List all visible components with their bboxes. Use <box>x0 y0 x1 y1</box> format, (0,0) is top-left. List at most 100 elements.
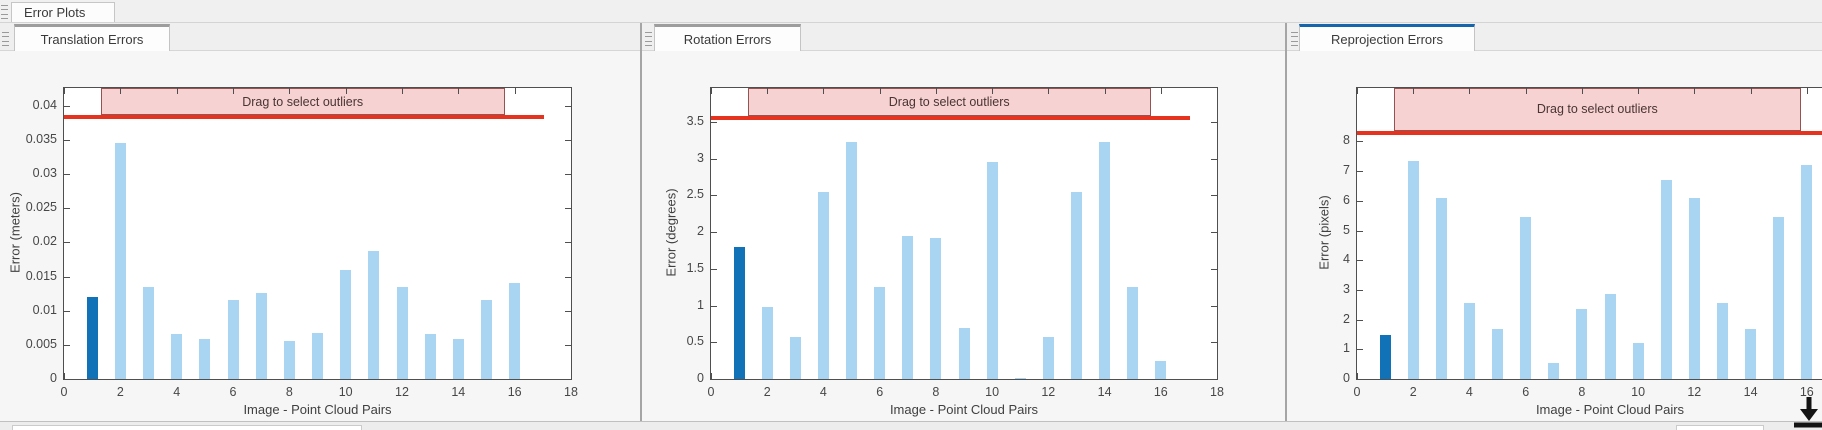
tab-reprojection-errors-label: Reprojection Errors <box>1331 31 1443 47</box>
error-bar[interactable] <box>1042 337 1054 379</box>
top-strip-border <box>0 22 1822 23</box>
error-bar[interactable] <box>902 235 914 379</box>
y-tick <box>1357 230 1363 232</box>
error-bar[interactable] <box>1716 303 1728 379</box>
x-tick <box>176 88 178 94</box>
error-bar[interactable] <box>1463 303 1475 379</box>
y-axis-title: Error (meters) <box>7 191 23 273</box>
error-bar[interactable] <box>1548 362 1560 379</box>
x-tick-label: 0 <box>707 385 715 399</box>
y-tick <box>565 344 571 346</box>
error-bar[interactable] <box>1379 334 1391 379</box>
x-tick <box>1581 88 1583 94</box>
error-bar[interactable] <box>1801 165 1813 379</box>
tab-translation-errors[interactable]: Translation Errors <box>14 24 170 51</box>
y-tick-label: 0.005 <box>25 336 57 351</box>
error-bar[interactable] <box>368 250 380 379</box>
panel-divider[interactable] <box>640 23 642 421</box>
tab-error-plots-label: Error Plots <box>24 5 86 20</box>
error-bar[interactable] <box>789 337 801 379</box>
y-tick <box>711 195 717 197</box>
error-bar[interactable] <box>930 237 942 379</box>
outlier-drag-band[interactable]: Drag to select outliers <box>100 88 505 116</box>
error-bar[interactable] <box>312 332 323 379</box>
error-bar[interactable] <box>1520 217 1532 379</box>
error-bar[interactable] <box>199 339 211 379</box>
x-tick-label: 10 <box>1631 385 1646 399</box>
x-tick-label: 8 <box>285 385 293 399</box>
grip-icon[interactable] <box>2 32 9 46</box>
error-bar[interactable] <box>1604 294 1616 379</box>
error-bar[interactable] <box>452 339 464 379</box>
error-bar[interactable] <box>1407 160 1419 379</box>
y-tick-label: 0.025 <box>25 200 57 215</box>
outlier-threshold-line <box>1357 130 1822 135</box>
x-tick-label: 16 <box>507 385 522 399</box>
error-bar[interactable] <box>1435 197 1447 379</box>
y-tick <box>565 379 571 380</box>
error-bar[interactable] <box>86 297 98 379</box>
error-bar[interactable] <box>1070 191 1082 379</box>
error-bar[interactable] <box>1155 360 1167 379</box>
error-bar[interactable] <box>1127 287 1139 379</box>
y-tick-label: 6 <box>1343 192 1350 207</box>
tab-rotation-errors-label: Rotation Errors <box>683 31 772 47</box>
y-tick <box>565 174 571 176</box>
chart-axes: Drag to select outliers 0 2 4 6 8 10 12 14 16 18 0 0… <box>8 87 578 417</box>
tab-reprojection-errors[interactable]: Reprojection Errors <box>1299 24 1475 51</box>
x-tick <box>1048 88 1050 94</box>
error-bar[interactable] <box>1576 309 1588 379</box>
dock-down-arrow-icon[interactable] <box>1789 395 1822 429</box>
error-bar[interactable] <box>114 143 126 379</box>
error-bar[interactable] <box>143 286 154 379</box>
x-tick <box>571 88 572 94</box>
outlier-drag-band[interactable]: Drag to select outliers <box>747 88 1151 117</box>
y-tick <box>711 305 717 307</box>
x-tick-label: 4 <box>173 385 181 399</box>
error-bar[interactable] <box>283 341 295 379</box>
y-tick <box>1211 158 1217 160</box>
error-bar[interactable] <box>874 287 886 379</box>
error-bar[interactable] <box>171 333 183 379</box>
error-bar[interactable] <box>761 307 773 379</box>
error-bar[interactable] <box>509 283 521 379</box>
x-tick-label: 2 <box>116 385 124 399</box>
outlier-drag-band[interactable]: Drag to select outliers <box>1393 88 1802 131</box>
x-tick-label: 4 <box>1465 385 1473 399</box>
error-bar[interactable] <box>1014 377 1026 379</box>
error-bar[interactable] <box>1099 142 1111 379</box>
y-tick-label: 0.04 <box>32 97 57 112</box>
error-bar[interactable] <box>1492 328 1504 379</box>
y-tick <box>1357 379 1363 380</box>
error-bar[interactable] <box>1745 328 1757 379</box>
grip-icon[interactable] <box>1291 32 1298 46</box>
x-tick <box>1357 373 1358 379</box>
error-bar[interactable] <box>227 299 239 379</box>
x-tick-label: 14 <box>1743 385 1758 399</box>
error-bar[interactable] <box>846 142 858 379</box>
x-tick-label: 2 <box>763 385 771 399</box>
y-tick-label: 1 <box>697 297 704 312</box>
error-bar[interactable] <box>255 292 267 379</box>
error-bar[interactable] <box>817 191 829 379</box>
panel-divider[interactable] <box>1285 23 1287 421</box>
error-bar[interactable] <box>958 327 970 379</box>
error-bar[interactable] <box>1632 343 1644 379</box>
tab-rotation-errors[interactable]: Rotation Errors <box>654 24 801 51</box>
y-tick <box>64 242 70 244</box>
x-tick <box>1357 88 1358 94</box>
grip-icon[interactable] <box>645 32 652 46</box>
error-bar[interactable] <box>1688 197 1700 379</box>
x-tick-label: 12 <box>1041 385 1056 399</box>
error-bar[interactable] <box>1773 217 1785 379</box>
tab-error-plots[interactable]: Error Plots <box>11 2 115 23</box>
error-bar[interactable] <box>1660 180 1672 379</box>
error-bar[interactable] <box>424 333 436 379</box>
error-bar[interactable] <box>481 299 492 379</box>
error-bar[interactable] <box>733 246 745 379</box>
x-tick <box>64 88 65 94</box>
error-bar[interactable] <box>986 162 998 379</box>
error-bar[interactable] <box>340 269 352 379</box>
error-bar[interactable] <box>396 286 408 379</box>
grip-icon[interactable] <box>1 5 8 19</box>
